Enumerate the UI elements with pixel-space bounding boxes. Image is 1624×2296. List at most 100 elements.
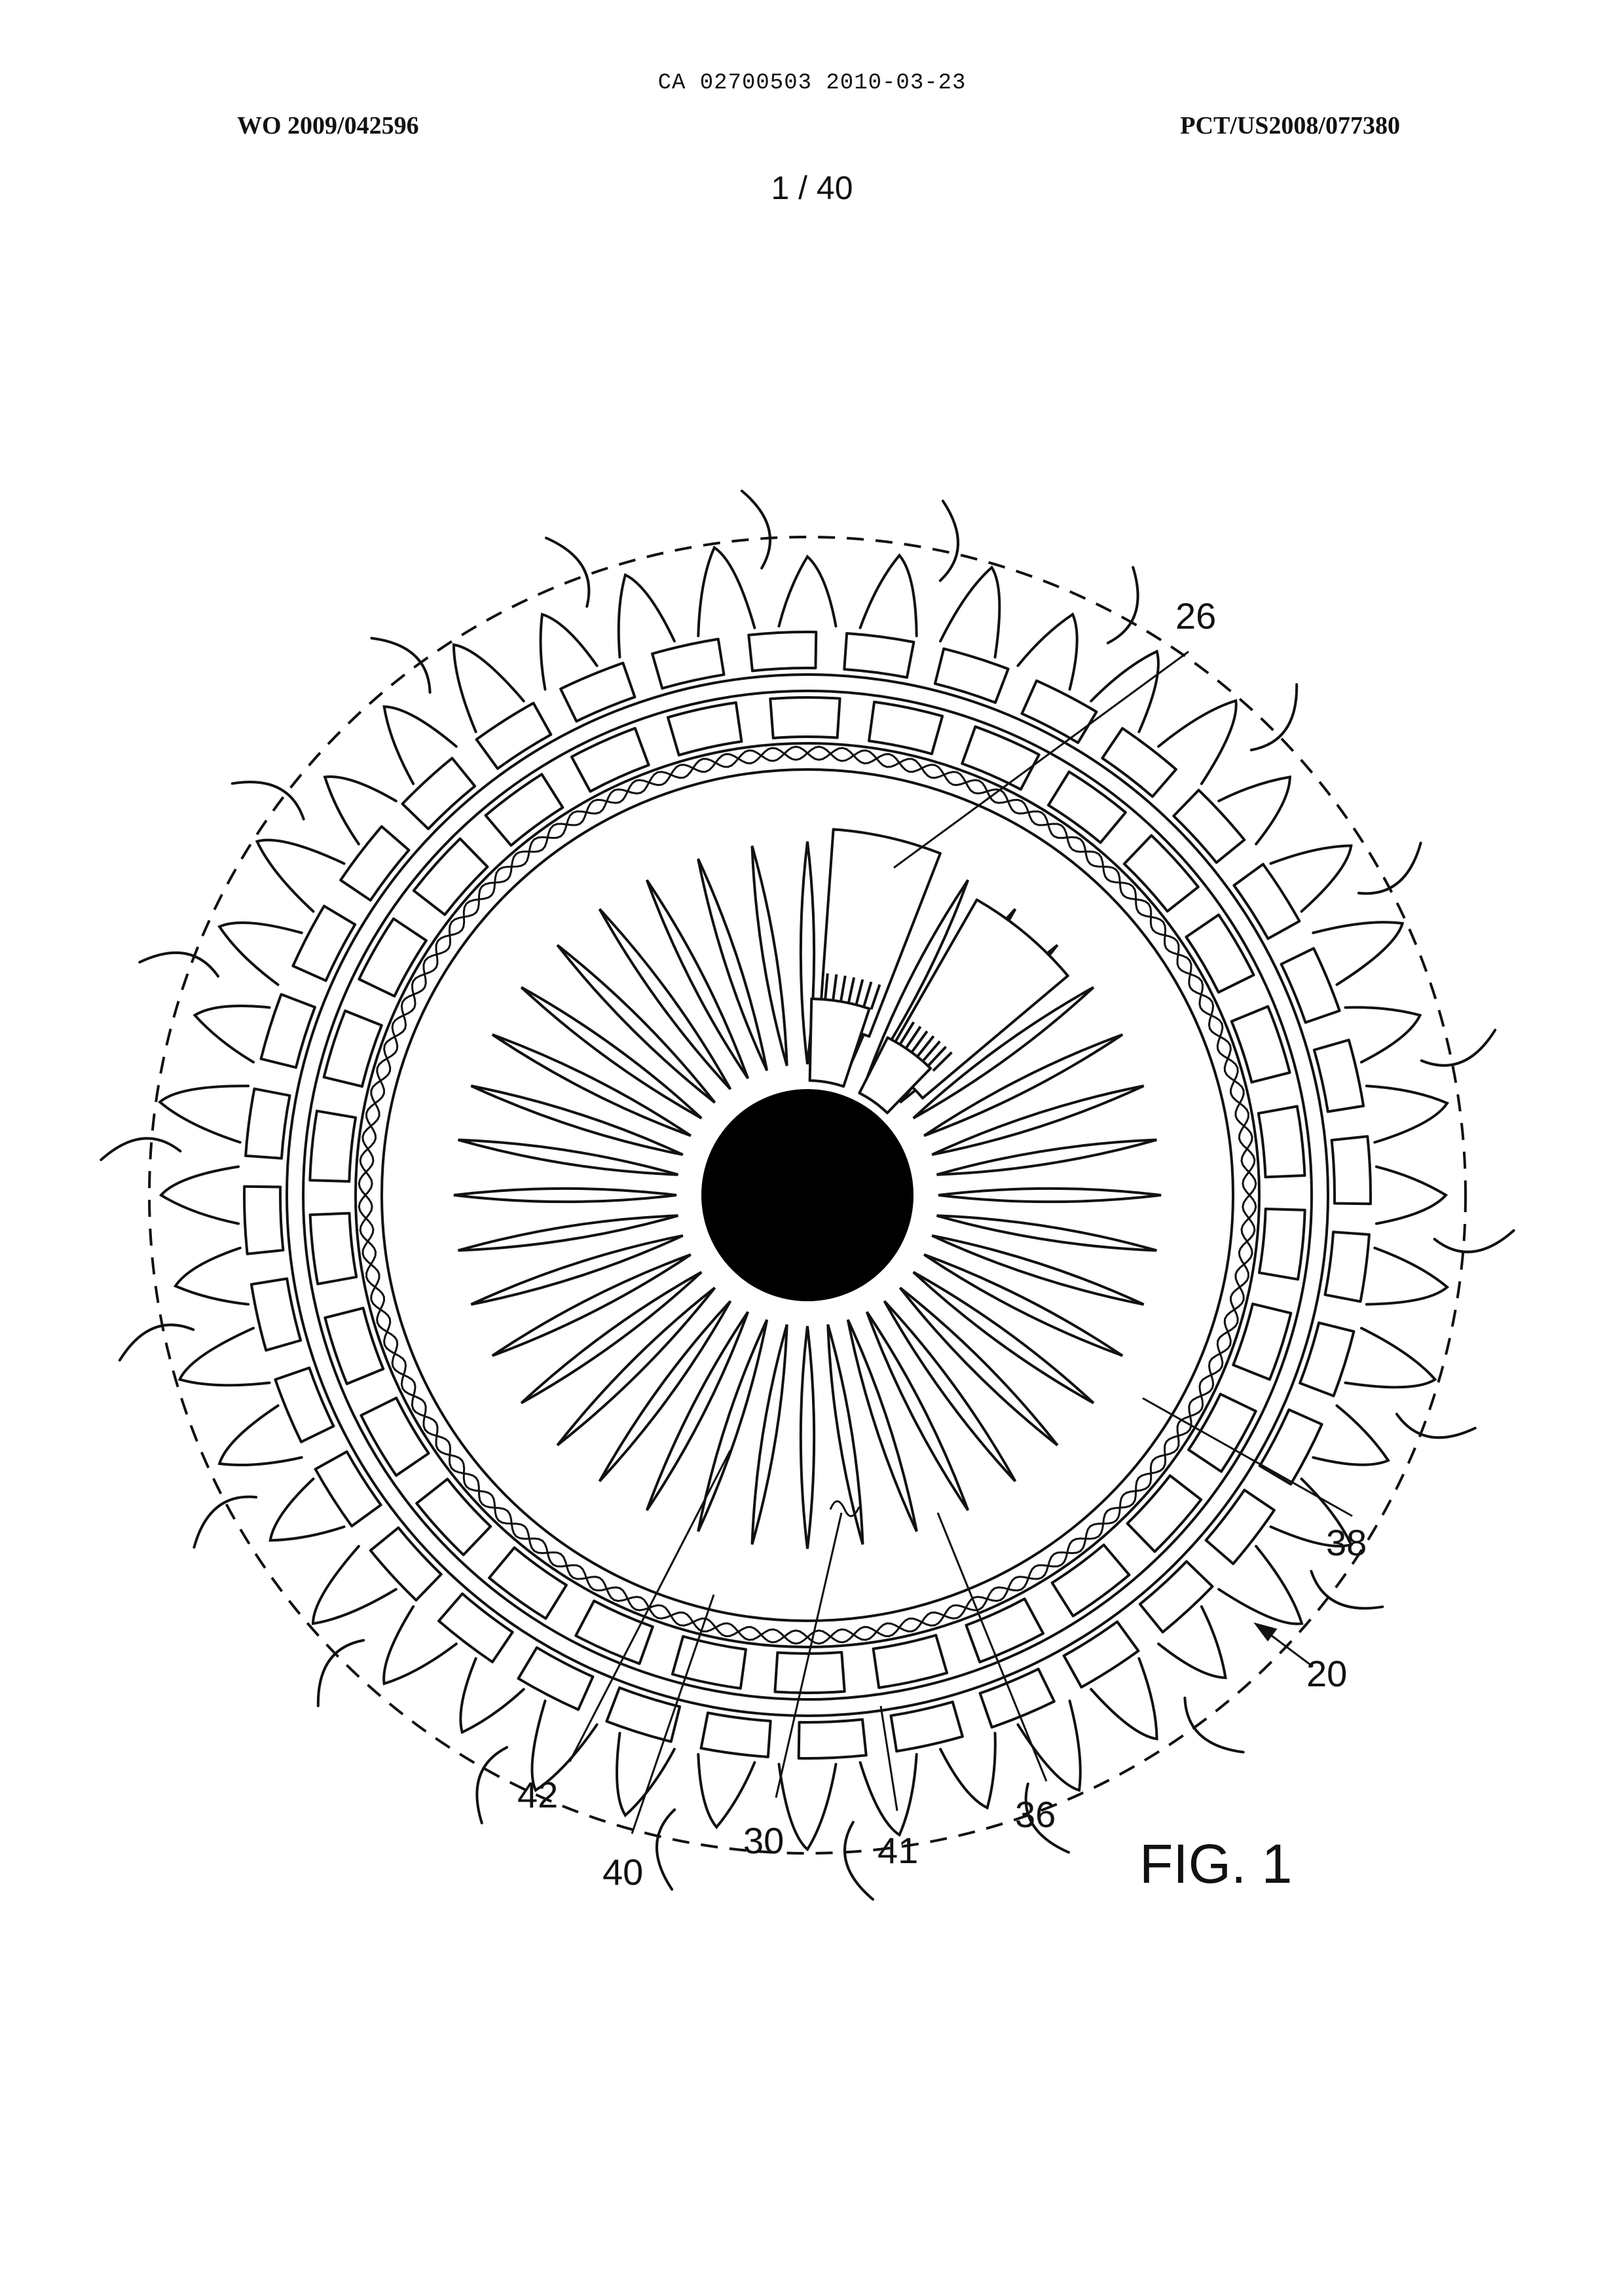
vessel-loop: [1219, 1546, 1302, 1624]
outer-cell: [1022, 680, 1097, 743]
ring-cell: [486, 774, 563, 845]
ref-36: 36: [1015, 1794, 1056, 1835]
leader-30: [776, 1513, 841, 1798]
outer-cell: [652, 639, 724, 688]
vessel-loop: [325, 777, 396, 844]
ref-26: 26: [1175, 595, 1216, 637]
vessel-loop: [460, 1658, 523, 1732]
vessel-loop: [779, 557, 836, 626]
vessel-branch: [1397, 1414, 1475, 1437]
outer-cell: [244, 1187, 283, 1254]
ref-42: 42: [517, 1774, 558, 1815]
outer-cell: [1325, 1232, 1369, 1301]
pupil: [701, 1089, 913, 1301]
outer-cell: [371, 1528, 441, 1601]
iris-petal: [752, 846, 787, 1066]
ring-cell: [770, 697, 840, 738]
vessel-loop: [940, 567, 999, 657]
vessel-loop: [219, 923, 301, 985]
vessel-loop: [860, 1754, 917, 1835]
ring-cell: [572, 728, 649, 792]
ring-cell: [874, 1635, 948, 1688]
outer-cell: [402, 758, 475, 829]
outer-cell: [246, 1089, 289, 1158]
vessel-loop: [270, 1479, 344, 1540]
vessel-loop: [1367, 1086, 1447, 1142]
outer-cell: [275, 1368, 333, 1442]
outer-cell: [293, 906, 355, 981]
ring-cell: [966, 1599, 1043, 1662]
outer-cell: [1332, 1136, 1371, 1204]
outer-cell: [1206, 1490, 1274, 1564]
outer-cell: [316, 1452, 381, 1527]
vessel-loop: [617, 1733, 674, 1815]
outer-cell: [799, 1720, 866, 1758]
iris-petal: [458, 1140, 678, 1175]
outer-cell: [519, 1648, 593, 1710]
vessel-branch: [1185, 1698, 1243, 1752]
vessel-loop: [1091, 1658, 1156, 1739]
vessel-loop: [384, 707, 456, 784]
vessel-loop: [698, 547, 754, 636]
outer-cell: [1173, 790, 1244, 862]
iris-petal: [454, 1189, 676, 1202]
squiggle-30: [830, 1502, 859, 1517]
vessel-branch: [139, 953, 218, 976]
ring-cell: [359, 919, 426, 996]
vessel-branch: [1251, 684, 1297, 750]
ring-cell: [489, 1547, 566, 1618]
ref-41: 41: [877, 1830, 918, 1871]
ring-cell: [1048, 772, 1126, 843]
outer-cell: [748, 632, 816, 671]
vessel-branch: [1422, 1030, 1495, 1065]
vessel-loop: [161, 1167, 238, 1224]
ring-cell: [1232, 1007, 1290, 1083]
vessel-loop: [257, 840, 344, 912]
outer-cell: [439, 1594, 513, 1662]
outer-cell: [844, 633, 913, 677]
vessel-branch: [940, 501, 958, 581]
ring-cell: [1189, 1394, 1256, 1472]
outer-cell: [701, 1713, 771, 1757]
outer-cell: [1234, 864, 1299, 939]
vessel-loop: [1219, 777, 1290, 844]
vessel-loop: [1018, 614, 1077, 690]
vessel-branch: [1435, 1231, 1514, 1252]
ring-cell: [310, 1213, 357, 1284]
vessel-branch: [546, 538, 589, 606]
leader-41: [881, 1706, 897, 1811]
vessel-loop: [160, 1086, 248, 1142]
iris-petal: [937, 1215, 1157, 1250]
iris-petal: [647, 1312, 748, 1510]
vessel-branch: [657, 1809, 674, 1889]
vessel-loop: [1158, 701, 1236, 784]
ring-cell: [414, 839, 488, 915]
outer-cell: [1314, 1040, 1363, 1111]
vessel-loop: [1091, 652, 1158, 732]
vessel-branch: [232, 782, 304, 819]
outer-cell: [341, 826, 409, 900]
vessel-loop: [1376, 1167, 1446, 1224]
vessel-branch: [742, 491, 770, 568]
outer-cell: [477, 703, 551, 769]
vessel-branch: [1311, 1571, 1382, 1608]
iris-petal: [937, 1140, 1157, 1175]
vessel-branch: [120, 1325, 193, 1360]
vessel-loop: [619, 575, 674, 657]
outer-cell: [1140, 1561, 1213, 1632]
leader-42: [570, 1451, 730, 1762]
vessel-loop: [541, 614, 597, 690]
figure-label: FIG. 1: [1139, 1833, 1292, 1895]
vessel-loop: [1158, 1606, 1225, 1678]
iris-petal: [924, 1255, 1122, 1356]
outer-cell: [1102, 728, 1176, 796]
vessel-loop: [698, 1754, 754, 1827]
ref-38: 38: [1326, 1522, 1367, 1563]
outer-cell: [1064, 1621, 1139, 1687]
outer-cell: [561, 663, 635, 721]
vessel-loop: [194, 1006, 269, 1062]
vessel-loop: [1313, 1405, 1388, 1464]
vessel-branch: [101, 1138, 180, 1160]
vessel-loop: [1345, 1007, 1420, 1062]
